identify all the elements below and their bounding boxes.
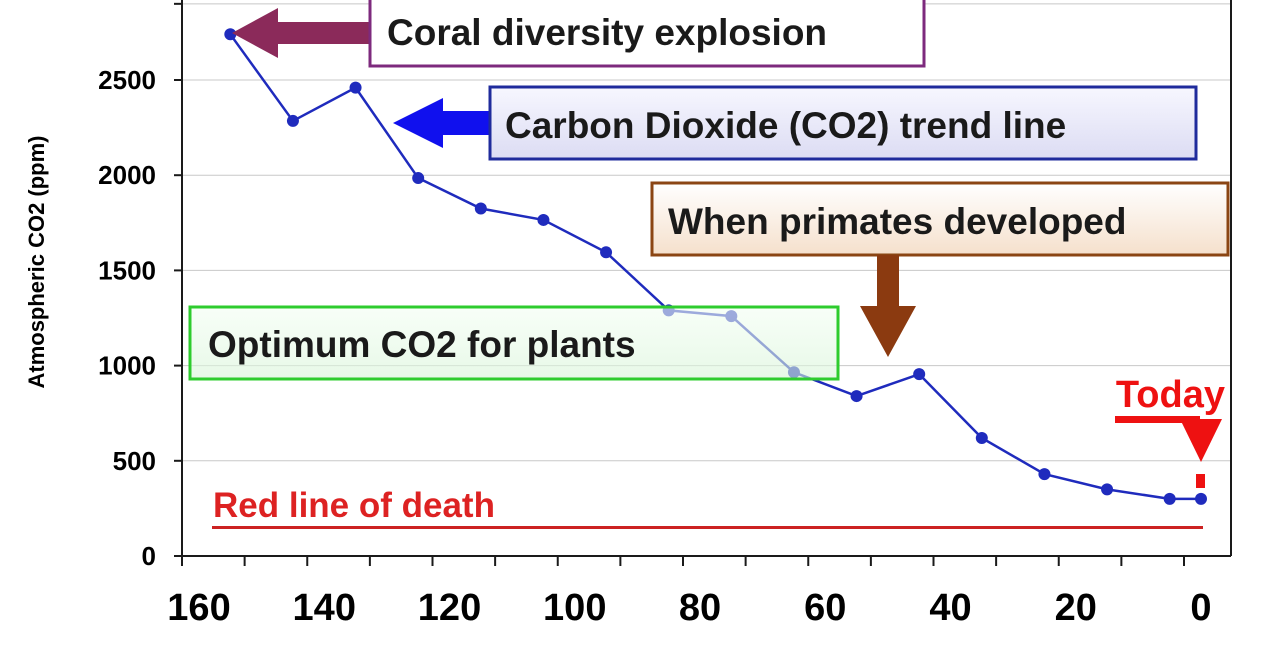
coral-arrow (232, 8, 370, 58)
today-arrow-shaft (1115, 416, 1200, 423)
data-point (850, 390, 863, 403)
x-tick-label: 40 (929, 587, 971, 629)
primates-annotation-box (650, 181, 1230, 257)
y-tick-label: 2000 (98, 160, 156, 190)
data-point (1101, 483, 1114, 496)
red-line-of-death-label: Red line of death (213, 486, 495, 525)
data-point (537, 213, 550, 226)
data-point (474, 202, 487, 215)
data-point (1195, 492, 1207, 505)
today-arrow-head (1180, 419, 1222, 462)
trend-arrow (393, 98, 490, 148)
primates-arrow (860, 255, 916, 357)
y-tick-labels: 0 500 1000 1500 2000 2500 (98, 65, 156, 571)
data-point (975, 431, 988, 444)
data-point (600, 246, 613, 259)
y-axis-label: Atmospheric CO2 (ppm) (24, 135, 49, 388)
x-tick-label: 120 (418, 587, 481, 629)
today-marker (1196, 474, 1205, 488)
y-tick-label: 2500 (98, 65, 156, 95)
trend-annotation-box (488, 85, 1198, 161)
y-tick-label: 500 (113, 446, 156, 476)
x-tick-label: 0 (1190, 587, 1211, 629)
data-point (1163, 492, 1176, 505)
x-tick-label: 160 (167, 587, 230, 629)
data-point (286, 114, 299, 127)
optimum-annotation-box (188, 305, 840, 381)
data-point (224, 28, 237, 41)
optimum-annotation-text: Optimum CO2 for plants (208, 324, 636, 365)
data-point (412, 172, 425, 185)
y-tick-label: 1500 (98, 255, 156, 285)
primates-annotation-text: When primates developed (668, 201, 1127, 242)
x-tick-label: 100 (543, 587, 606, 629)
x-tick-label: 80 (679, 587, 721, 629)
coral-annotation-box (368, 0, 926, 68)
y-tick-label: 0 (142, 541, 156, 571)
x-tick-labels: 160 140 120 100 80 60 40 20 0 (167, 587, 1211, 629)
data-point (913, 368, 926, 381)
y-tick-label: 1000 (98, 351, 156, 381)
today-label: Today (1116, 374, 1225, 416)
data-point (349, 81, 362, 94)
coral-annotation-text: Coral diversity explosion (387, 12, 827, 53)
x-tick-label: 60 (804, 587, 846, 629)
trend-annotation-text: Carbon Dioxide (CO2) trend line (505, 105, 1066, 146)
x-tick-label: 140 (293, 587, 356, 629)
data-point (1038, 468, 1051, 481)
x-tick-label: 20 (1055, 587, 1097, 629)
